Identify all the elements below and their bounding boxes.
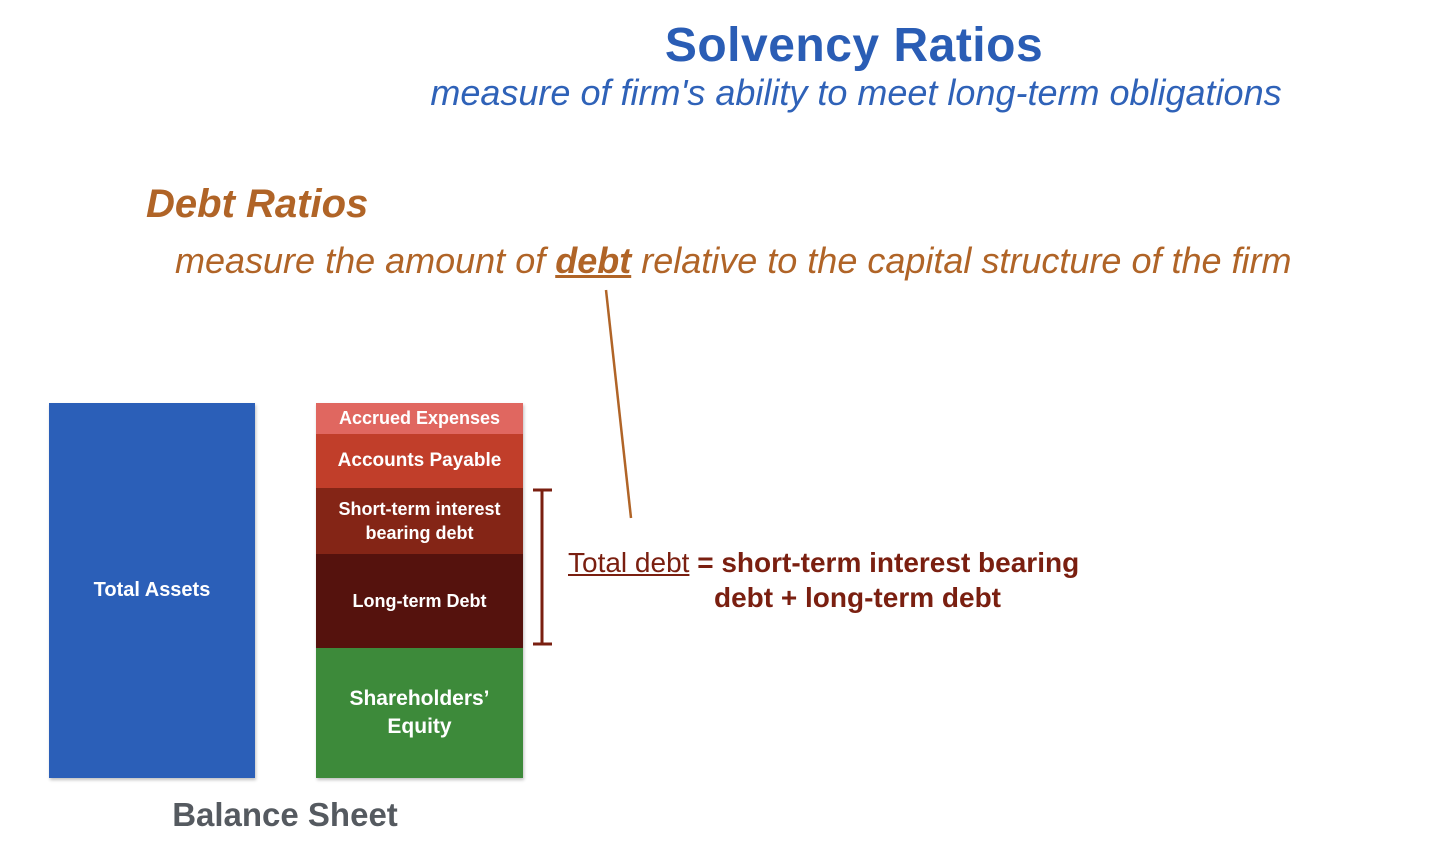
equity-label-line1: Shareholders’ <box>349 687 490 710</box>
page-title: Solvency Ratios <box>664 19 1044 72</box>
accrued-expenses-block: Accrued Expenses <box>316 403 523 434</box>
formula-term: Total debt <box>568 547 690 578</box>
formula-line1: = short-term interest bearing <box>689 547 1080 578</box>
page-subtitle: measure of firm's ability to meet long-t… <box>430 72 1282 113</box>
section-description: measure the amount of debt relative to t… <box>175 240 1292 282</box>
shareholders-equity-block: Shareholders’ Equity <box>316 648 523 778</box>
total-assets-block: Total Assets <box>49 403 255 778</box>
liabilities-equity-column: Accrued Expenses Accounts Payable Short-… <box>316 403 523 778</box>
desc-keyword-debt: debt <box>555 240 632 281</box>
formula-line2: debt + long-term debt <box>714 582 1001 613</box>
balance-sheet-label: Balance Sheet <box>172 796 398 833</box>
total-debt-formula: Total debt = short-term interest bearing… <box>568 545 1079 615</box>
desc-after: relative to the capital structure of the… <box>631 240 1292 281</box>
accounts-payable-block: Accounts Payable <box>316 434 523 488</box>
desc-before: measure the amount of <box>175 240 556 281</box>
long-term-debt-block: Long-term Debt <box>316 554 523 648</box>
debt-connector-line <box>604 289 633 519</box>
short-term-debt-block: Short-term interest bearing debt <box>316 488 523 554</box>
equity-label-line2: Equity <box>387 715 452 738</box>
short-term-debt-label-line2: bearing debt <box>365 523 474 543</box>
section-title: Debt Ratios <box>146 182 369 226</box>
debt-bracket <box>533 488 552 646</box>
short-term-debt-label-line1: Short-term interest <box>338 499 501 519</box>
